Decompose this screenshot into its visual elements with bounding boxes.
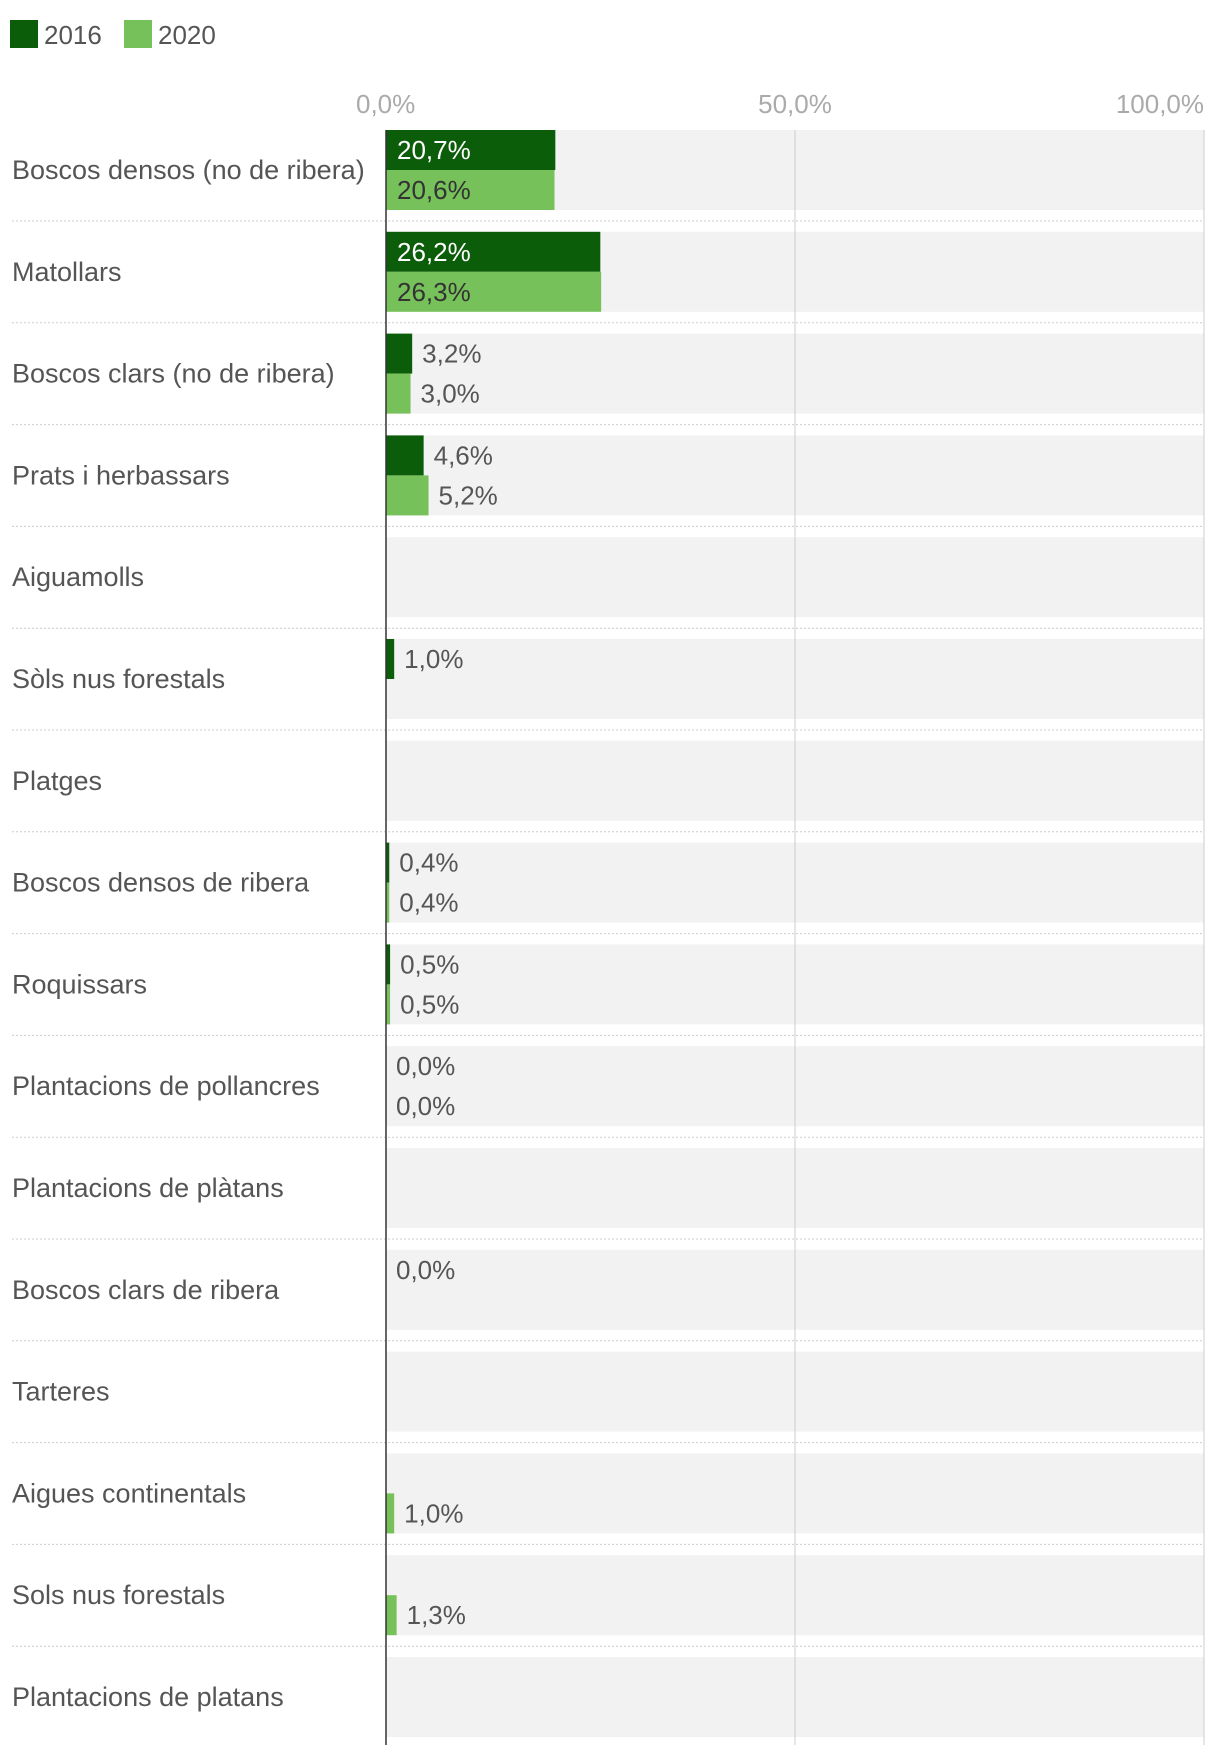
- bar-2020: [386, 373, 411, 414]
- data-label-2016: 20,7%: [397, 135, 471, 165]
- category-label: Matollars: [12, 257, 122, 287]
- bar-2020: [386, 170, 555, 210]
- category-label: Boscos densos de ribera: [12, 868, 310, 898]
- category-label: Plantacions de pollancres: [12, 1071, 320, 1101]
- data-label-2020: 0,5%: [400, 989, 459, 1019]
- x-axis-ticks: 0,0% 50,0% 100,0%: [356, 89, 1204, 119]
- bar-2016: [386, 231, 601, 272]
- bar-2020: [386, 1493, 395, 1534]
- bar-2020: [386, 984, 391, 1025]
- data-label-2016: 0,0%: [396, 1051, 455, 1081]
- value-labels: 20,7% 26,2% 3,2% 4,6% 1,0% 0,4% 0,5% 0,0% 0,0% 20…: [396, 135, 498, 1630]
- legend: 2016 2020: [10, 20, 216, 50]
- x-tick-label: 0,0%: [356, 89, 415, 119]
- data-label-2020: 26,3%: [397, 277, 471, 307]
- data-label-2016: 1,0%: [404, 644, 463, 674]
- bar-2020: [386, 882, 390, 923]
- data-label-2020: 20,6%: [397, 175, 471, 205]
- x-tick-label: 100,0%: [1116, 89, 1204, 119]
- data-label-2016: 3,2%: [422, 339, 481, 369]
- legend-swatch-2020: [124, 20, 152, 48]
- data-label-2020: 1,0%: [404, 1498, 463, 1528]
- data-label-2020: 0,0%: [396, 1091, 455, 1121]
- data-label-2016: 0,4%: [399, 848, 458, 878]
- bar-2020: [386, 1595, 397, 1636]
- category-label: Platges: [12, 766, 102, 796]
- data-label-2020: 1,3%: [407, 1600, 466, 1630]
- data-label-2016: 0,0%: [396, 1255, 455, 1285]
- bar-2020: [386, 271, 602, 312]
- category-label: Aiguamolls: [12, 562, 144, 592]
- category-label: Prats i herbassars: [12, 460, 230, 490]
- data-label-2016: 0,5%: [400, 949, 459, 979]
- bar-2016: [386, 130, 556, 170]
- bar-2016: [386, 842, 390, 883]
- data-label-2016: 4,6%: [434, 440, 493, 470]
- gridlines: [794, 130, 1205, 1745]
- bar-2016: [386, 333, 413, 374]
- category-label: Plantacions de platans: [12, 1682, 284, 1712]
- category-label: Sols nus forestals: [12, 1580, 225, 1610]
- legend-label-2020: 2020: [158, 20, 216, 50]
- data-label-2020: 3,0%: [421, 379, 480, 409]
- bar-2020: [386, 475, 429, 516]
- legend-swatch-2016: [10, 20, 38, 48]
- bar-2016: [386, 435, 424, 476]
- x-tick-label: 50,0%: [758, 89, 832, 119]
- category-label: Boscos densos (no de ribera): [12, 155, 365, 185]
- category-label: Roquissars: [12, 969, 147, 999]
- category-label: Plantacions de plàtans: [12, 1173, 284, 1203]
- category-label: Tarteres: [12, 1377, 110, 1407]
- legend-label-2016: 2016: [44, 20, 102, 50]
- bars: [386, 130, 602, 1636]
- category-label: Boscos clars de ribera: [12, 1275, 280, 1305]
- bar-2016: [386, 639, 395, 679]
- data-label-2016: 26,2%: [397, 237, 471, 267]
- category-label: Boscos clars (no de ribera): [12, 359, 335, 389]
- bar-2016: [386, 944, 391, 985]
- category-label: Aigues continentals: [12, 1478, 246, 1508]
- data-label-2020: 5,2%: [439, 480, 498, 510]
- data-label-2020: 0,4%: [399, 888, 458, 918]
- category-labels: Boscos densos (no de ribera) Matollars Bos…: [12, 155, 365, 1712]
- category-label: Sòls nus forestals: [12, 664, 225, 694]
